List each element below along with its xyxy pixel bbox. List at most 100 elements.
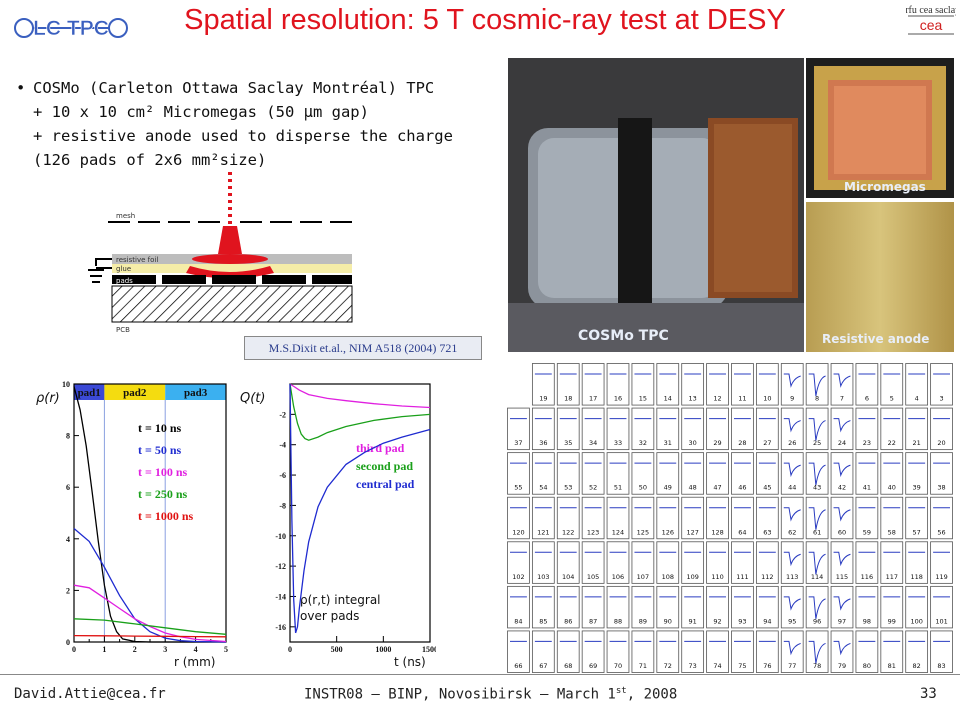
- pad-number: 81: [888, 662, 896, 670]
- pad-number: 119: [935, 573, 947, 581]
- bullet-block: • COSMo (Carleton Ottawa Saclay Montréal…: [16, 76, 496, 172]
- pad-number: 43: [813, 484, 821, 492]
- pad-number: 120: [512, 528, 524, 536]
- pad-band: [104, 384, 166, 400]
- pad-number: 46: [738, 484, 746, 492]
- pad-number: 3: [939, 395, 943, 403]
- pad-number: 98: [863, 617, 871, 625]
- cosmo-tpc-photo: COSMo TPC: [508, 58, 804, 352]
- pad-number: 22: [888, 439, 896, 447]
- pad-number: 58: [888, 528, 896, 536]
- y-tick-label: 10: [62, 380, 70, 389]
- pad-number: 66: [514, 662, 522, 670]
- pad-number: 116: [861, 573, 873, 581]
- pad-number: 19: [539, 395, 547, 403]
- footer-bar: [0, 674, 960, 721]
- pad-number: 104: [562, 573, 574, 581]
- pad-number: 79: [838, 662, 846, 670]
- series-line: [289, 383, 431, 409]
- pad-number: 111: [736, 573, 748, 581]
- y-tick-label: 6: [66, 483, 70, 492]
- x-tick-label: 4: [194, 645, 198, 654]
- pad-signal-trace: [808, 596, 826, 619]
- pad-number: 105: [587, 573, 599, 581]
- pad-number: 96: [813, 617, 821, 625]
- pad-number: 52: [589, 484, 597, 492]
- pad-number: 49: [664, 484, 672, 492]
- y-tick-label: -6: [279, 471, 286, 480]
- pad-number: 35: [564, 439, 572, 447]
- pad-number: 13: [689, 395, 697, 403]
- pad-number: 121: [537, 528, 549, 536]
- legend-entry: central pad: [356, 477, 415, 491]
- pad-number: 57: [913, 528, 921, 536]
- pad-signal-trace: [783, 640, 801, 656]
- y-axis-label: ρ(r): [36, 391, 60, 406]
- pad-number: 28: [738, 439, 746, 447]
- foil-label: resistive foil: [116, 256, 158, 264]
- pad-number: 101: [935, 617, 947, 625]
- pad-band: [165, 384, 226, 400]
- pad-number: 44: [788, 484, 796, 492]
- pad-number: 39: [913, 484, 921, 492]
- pad-number: 23: [863, 439, 871, 447]
- pad-number: 16: [614, 395, 622, 403]
- pad-number: 10: [763, 395, 771, 403]
- y-tick-label: -8: [279, 501, 286, 510]
- pad-number: 94: [763, 617, 771, 625]
- footer-conference-prefix: INSTR08 – BINP, Novosibirsk – March 1: [304, 686, 616, 703]
- pads-label: pads: [116, 277, 133, 285]
- pad-number: 77: [788, 662, 796, 670]
- pad-number: 30: [689, 439, 697, 447]
- bullet-line-2: + 10 x 10 cm² Micromegas (50 μm gap): [33, 103, 369, 121]
- y-tick-label: -16: [275, 623, 286, 632]
- pad-number: 115: [836, 573, 848, 581]
- pad-number: 6: [865, 395, 869, 403]
- pad-signal-trace: [833, 551, 851, 567]
- pad-signal-trace: [833, 596, 851, 611]
- pad-number: 85: [539, 617, 547, 625]
- pad-band: [74, 384, 105, 400]
- legend-entry: t = 250 ns: [138, 487, 188, 501]
- pad-number: 15: [639, 395, 647, 403]
- pad-number: 71: [639, 662, 647, 670]
- bullet-line-3: + resistive anode used to disperse the c…: [33, 127, 453, 145]
- x-tick-label: 1000: [375, 645, 391, 654]
- mesh-label: mesh: [116, 212, 135, 220]
- pad-number: 60: [838, 528, 846, 536]
- pad-number: 122: [562, 528, 574, 536]
- micromegas-photo: Micromegas: [806, 58, 954, 198]
- pad-number: 8: [815, 395, 819, 403]
- pad-number: 117: [886, 573, 898, 581]
- pad-number: 109: [686, 573, 698, 581]
- logo-text: LC TPC: [33, 17, 109, 40]
- footer-email: David.Attie@cea.fr: [14, 686, 166, 702]
- pad-number: 92: [713, 617, 721, 625]
- page-number: 33: [920, 686, 937, 702]
- pad-label: pad3: [184, 387, 208, 399]
- pad-number: 48: [689, 484, 697, 492]
- pcb-label: PCB: [116, 326, 130, 334]
- pad-number: 18: [564, 395, 572, 403]
- pad-number: 118: [910, 573, 922, 581]
- footer-conference-sup: st: [615, 686, 627, 696]
- pad-signal-trace: [808, 373, 826, 397]
- pad-number: 93: [738, 617, 746, 625]
- pad-number: 123: [587, 528, 599, 536]
- y-tick-label: 8: [66, 432, 70, 441]
- pad-signal-trace: [808, 418, 826, 441]
- pad-number: 4: [915, 395, 919, 403]
- pad-number: 67: [539, 662, 547, 670]
- citation: M.S.Dixit et.al., NIM A518 (2004) 721: [244, 336, 482, 360]
- rho-r-plot: pad1 pad2 pad3 0 2 4 6 8 10 0 1 2 3 4 5 t = 10 ns t = 50…: [36, 380, 228, 669]
- pad-number: 84: [514, 617, 522, 625]
- pad-number: 124: [612, 528, 624, 536]
- legend-entry: t = 10 ns: [138, 421, 182, 435]
- pad-number: 24: [838, 439, 846, 447]
- y-tick-label: -4: [279, 441, 286, 450]
- pad-number: 9: [790, 395, 794, 403]
- pad-number: 38: [937, 484, 945, 492]
- pad-number: 68: [564, 662, 572, 670]
- pad-signal-trace: [808, 507, 826, 530]
- y-tick-label: -12: [275, 562, 286, 571]
